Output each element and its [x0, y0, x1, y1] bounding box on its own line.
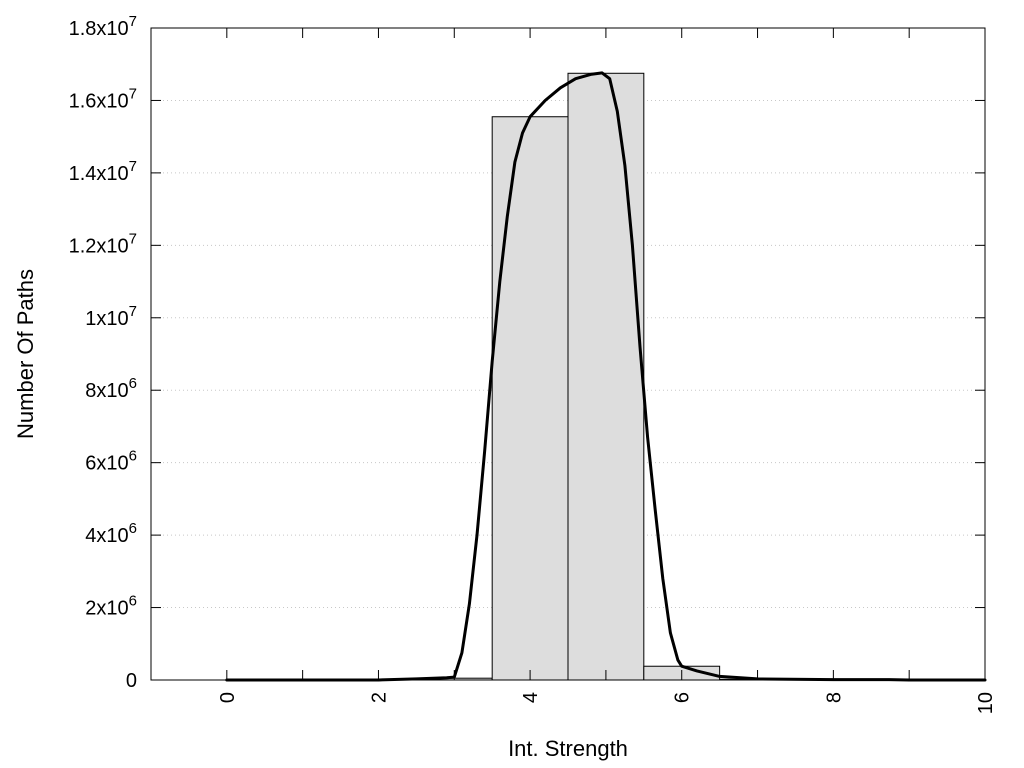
y-axis-label: Number Of Paths [13, 269, 38, 439]
x-tick-label: 2 [368, 692, 390, 703]
y-tick-label: 1.2x107 [69, 230, 137, 257]
y-tick-label: 1x107 [85, 303, 137, 330]
plot-frame [150, 27, 986, 681]
y-tick-label: 0 [126, 670, 137, 692]
x-tick-label: 0 [217, 692, 239, 703]
y-tick-label: 1.8x107 [69, 13, 137, 40]
x-tick-label: 6 [672, 692, 694, 703]
histogram-bar [567, 72, 645, 681]
y-tick-label: 1.4x107 [69, 158, 137, 185]
y-tick-label: 1.6x107 [69, 85, 137, 112]
y-tick-label: 2x106 [85, 593, 137, 620]
y-axis-ticks: 0 2x106 4x106 6x106 8x106 1x107 1.2x107 1.4x107… [69, 13, 985, 692]
y-tick-label: 6x106 [85, 448, 137, 475]
x-axis-label: Int. Strength [508, 736, 628, 761]
bars [415, 72, 796, 681]
x-tick-label: 4 [520, 692, 542, 703]
y-tick-label: 4x106 [85, 520, 137, 547]
x-tick-label: 10 [975, 692, 997, 714]
histogram-bar [491, 116, 569, 681]
y-tick-label: 8x106 [85, 375, 137, 402]
fit-curve [225, 71, 987, 682]
x-tick-label: 8 [823, 692, 845, 703]
fit-curve-layer [225, 71, 987, 682]
x-axis-ticks: 0 2 4 6 8 10 [217, 28, 997, 714]
